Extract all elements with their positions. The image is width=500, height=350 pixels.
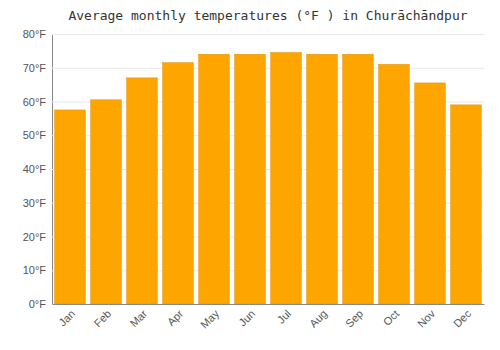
y-tick-label: 80°F	[23, 28, 47, 40]
bar	[451, 105, 482, 304]
title: Average monthly temperatures (°F ) in Ch…	[68, 8, 467, 23]
plot: 0°F 10°F 20°F 30°F 40°F 50°F 60°F 70°F 80°F Jan Fe…	[23, 28, 485, 331]
x-tick-label: Dec	[451, 307, 474, 330]
y-tick-label: 40°F	[23, 163, 47, 175]
x-tick-label: Feb	[91, 307, 113, 329]
x-tick-label: Jul	[275, 307, 293, 325]
y-tick-label: 0°F	[29, 298, 47, 310]
x-tick: Apr	[165, 304, 186, 328]
y-tick-label: 60°F	[23, 96, 47, 108]
y-tick-label: 10°F	[23, 264, 47, 276]
y-tick-label: 30°F	[23, 197, 47, 209]
bar	[199, 54, 230, 304]
bar	[415, 83, 446, 304]
x-tick: May	[198, 304, 222, 331]
x-tick: Mar	[127, 304, 149, 329]
x-tick: Jun	[236, 304, 257, 328]
x-tick: Nov	[415, 304, 438, 330]
x-tick: Feb	[91, 304, 113, 329]
y-tick-label: 70°F	[23, 62, 47, 74]
grid-line	[52, 34, 484, 35]
x-axis-line	[53, 304, 485, 305]
bar	[127, 78, 158, 304]
y-tick: 80°F	[23, 28, 484, 40]
x-axis: Jan Feb Mar Apr May Jun Jul Aug Sep Oct Nov Dec	[53, 304, 485, 331]
bar	[307, 54, 338, 304]
x-tick-label: Mar	[127, 307, 149, 329]
bar	[235, 54, 266, 304]
grid-line	[52, 304, 484, 305]
bar	[343, 54, 374, 304]
x-tick: Sep	[343, 304, 365, 330]
x-tick-label: Jun	[236, 307, 257, 328]
x-tick-label: Sep	[343, 307, 365, 329]
x-tick-label: Aug	[307, 307, 329, 329]
x-tick: Jul	[275, 304, 293, 326]
y-axis: 0°F 10°F 20°F 30°F 40°F 50°F 60°F 70°F 80°F	[23, 28, 484, 310]
chart: 0°F 10°F 20°F 30°F 40°F 50°F 60°F 70°F 80°F Jan Fe…	[0, 0, 500, 350]
bar	[163, 63, 194, 304]
grid-line	[52, 68, 484, 69]
bar	[271, 53, 302, 304]
x-tick-label: Jan	[56, 307, 77, 328]
x-tick: Oct	[381, 304, 402, 328]
x-tick-label: Apr	[165, 307, 186, 328]
bar	[91, 100, 122, 304]
y-tick-label: 50°F	[23, 129, 47, 141]
x-tick-label: Oct	[381, 307, 402, 328]
bar	[379, 64, 410, 304]
y-tick-label: 20°F	[23, 231, 47, 243]
bars	[55, 53, 482, 304]
x-tick-label: Nov	[415, 307, 438, 330]
x-tick: Aug	[307, 304, 329, 330]
x-tick: Jan	[56, 304, 77, 328]
x-tick: Dec	[451, 304, 474, 330]
bar	[55, 110, 86, 304]
x-tick-label: May	[198, 307, 222, 331]
